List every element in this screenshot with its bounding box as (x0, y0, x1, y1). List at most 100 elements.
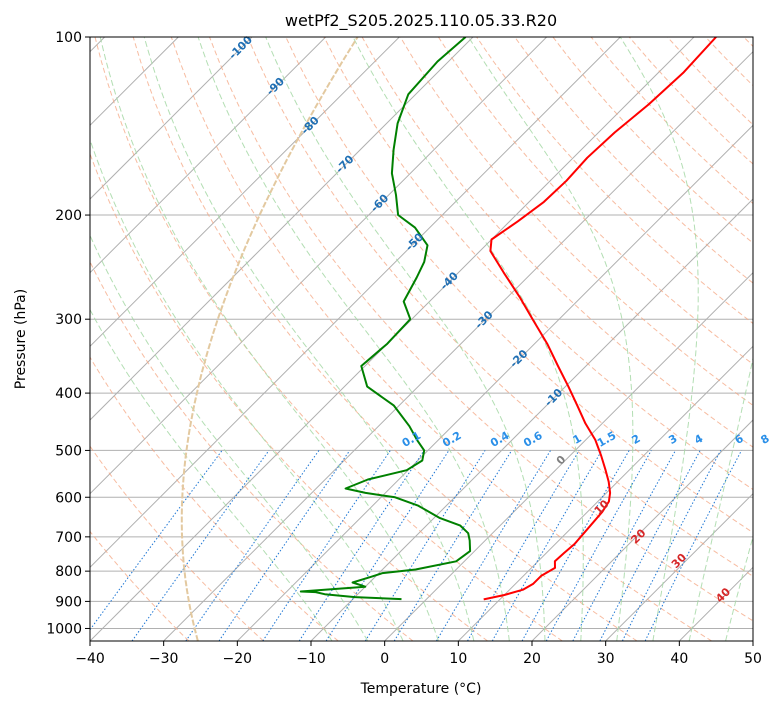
profile-lines (299, 37, 717, 601)
moist-adiabat (619, 37, 699, 641)
isotherm-line (236, 124, 753, 641)
moist-adiabat (197, 37, 510, 641)
mixing-ratio-label: 0.4 (488, 429, 512, 450)
dry-adiabat (247, 37, 753, 577)
x-tick-label: −40 (75, 651, 105, 667)
mixing-ratio-label: 2 (630, 432, 643, 447)
isotherm-label: -30 (472, 308, 495, 331)
moist-adiabat (265, 37, 546, 641)
isotherm-line (90, 37, 621, 569)
mixing-ratio-line (545, 450, 652, 641)
isotherm-line (605, 492, 753, 641)
isotherm-line (90, 37, 474, 421)
x-tick-label: −20 (223, 651, 253, 667)
isotherm-label: -70 (333, 152, 356, 175)
x-tick-label: 10 (449, 651, 467, 667)
dry-adiabat (743, 37, 753, 48)
moist-adiabat-label: 30 (669, 551, 689, 571)
x-tick-label: 40 (670, 651, 688, 667)
y-tick-label: 1000 (46, 621, 82, 637)
isotherm-line (90, 37, 548, 495)
x-tick-label: 0 (380, 651, 389, 667)
y-axis: 100 200 300 400 500 600 700 800 900 1000 (46, 30, 90, 637)
dry-adiabat (209, 37, 753, 622)
mixing-ratio-line (621, 450, 722, 641)
mixing-ratio-label: 3 (666, 432, 679, 447)
y-tick-label: 400 (55, 386, 82, 402)
isotherm-label: -60 (368, 191, 391, 214)
moist-adiabat (688, 355, 753, 641)
dry-adiabat (476, 37, 753, 325)
isotherm-line (90, 37, 327, 274)
dry-adiabat (552, 37, 753, 244)
isotherm-line (384, 271, 753, 641)
mixing-ratio-line (90, 450, 223, 631)
dry-adiabat (667, 37, 753, 126)
y-axis-label: Pressure (hPa) (13, 289, 29, 389)
mixing-ratio-line (521, 450, 630, 641)
mixing-ratio-line (364, 450, 486, 641)
guide-curve (180, 37, 359, 641)
temperature-profile-line (483, 37, 717, 601)
plot-frame (89, 36, 754, 642)
dry-adiabat (90, 152, 488, 641)
y-tick-label: 300 (55, 312, 82, 328)
y-tick-label: 700 (55, 530, 82, 546)
dry-adiabat (90, 356, 339, 641)
mixing-ratio-label: 6 (733, 432, 746, 447)
mixing-ratio-label: 1 (571, 432, 584, 447)
dry-adiabat (514, 37, 753, 284)
mixing-ratio-line (131, 450, 270, 641)
isotherm-line (90, 37, 253, 200)
isotherm-line (90, 37, 400, 348)
chart-title: wetPf2_S205.2025.110.05.33.R20 (285, 11, 557, 31)
isotherm-line (531, 419, 753, 641)
dry-adiabat (590, 37, 753, 205)
dry-adiabat (90, 530, 190, 641)
y-tick-label: 200 (55, 208, 82, 224)
moist-adiabat (143, 37, 475, 641)
isotherm-line (678, 566, 753, 641)
dewpoint-profile-line (299, 37, 472, 601)
y-tick-label: 900 (55, 594, 82, 610)
moist-adiabat (90, 138, 404, 641)
background-lines (90, 37, 753, 641)
mixing-ratio-label: 0.1 (400, 429, 423, 450)
x-tick-label: −30 (149, 651, 179, 667)
moist-adiabat (90, 234, 369, 641)
mixing-ratio-label: 0.6 (521, 429, 545, 450)
dry-adiabat (399, 37, 753, 407)
isotherm-line (457, 345, 753, 641)
moist-adiabat (352, 37, 584, 641)
mixing-ratio-label: 0.2 (440, 429, 463, 450)
moist-adiabat-label: 0 (554, 453, 569, 468)
dry-adiabat (90, 445, 264, 641)
mixing-ratio-line (325, 450, 450, 641)
dry-adiabat (132, 37, 638, 641)
dry-adiabat (90, 260, 414, 641)
mixing-ratio-label: 4 (692, 432, 705, 447)
mixing-ratio-line (393, 450, 513, 641)
x-tick-label: −10 (296, 651, 326, 667)
x-axis: −40 −30 −20 −10 0 10 20 30 40 50 (75, 641, 762, 667)
moist-adiabat (99, 37, 439, 641)
mixing-ratio-line (185, 450, 320, 641)
x-tick-label: 20 (523, 651, 541, 667)
mixing-ratio-line (599, 450, 701, 641)
mixing-ratio-line (262, 450, 391, 641)
isotherm-line (163, 50, 753, 641)
dry-adiabat (323, 37, 753, 491)
mixing-ratio-line (218, 450, 351, 641)
dry-adiabat (705, 37, 753, 87)
moist-adiabat (468, 37, 634, 641)
x-tick-label: 50 (744, 651, 762, 667)
y-tick-label: 600 (55, 490, 82, 506)
x-axis-label: Temperature (°C) (360, 681, 482, 697)
y-tick-label: 800 (55, 564, 82, 580)
mixing-ratio-line (435, 450, 552, 641)
dry-adiabat (437, 37, 753, 365)
y-tick-label: 500 (55, 443, 82, 459)
dry-adiabat (94, 37, 563, 641)
moist-adiabat (90, 308, 333, 641)
